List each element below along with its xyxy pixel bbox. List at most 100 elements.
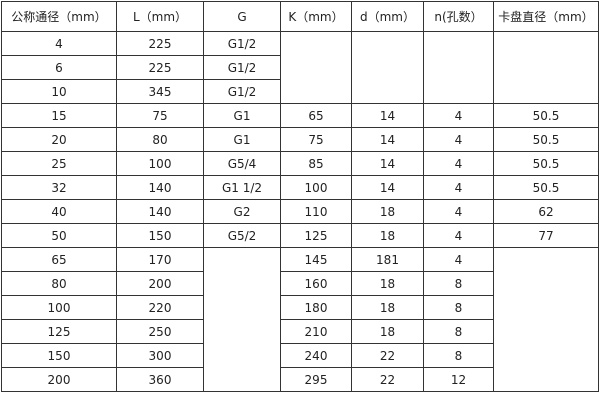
cell-d: 14 (351, 127, 424, 152)
cell-nominal-diameter: 200 (1, 367, 117, 392)
cell-hole-count: 4 (423, 175, 494, 200)
cell-k: 100 (280, 175, 352, 200)
table-row: 40 140 G2 110 18 4 62 (1, 199, 599, 224)
cell-thread-g: G5/2 (203, 223, 281, 248)
table-row: 6 225 G1/2 (1, 55, 599, 80)
cell-nominal-diameter: 100 (1, 295, 117, 320)
cell-hole-count: 8 (423, 271, 494, 296)
cell-k: 75 (280, 127, 352, 152)
cell-d: 18 (351, 271, 424, 296)
cell-hole-count: 4 (423, 151, 494, 176)
cell-hole-count: 4 (423, 199, 494, 224)
cell-length: 220 (116, 295, 204, 320)
cell-nominal-diameter: 125 (1, 319, 117, 344)
cell-d: 14 (351, 151, 424, 176)
cell-nominal-diameter: 25 (1, 151, 117, 176)
table-row: 50 150 G5/2 125 18 4 77 (1, 223, 599, 248)
cell-length: 225 (116, 31, 204, 56)
table-row: 32 140 G1 1/2 100 14 4 50.5 (1, 175, 599, 200)
cell-chuck-diameter: 77 (493, 223, 599, 248)
cell-k: 240 (280, 343, 352, 368)
cell-k: 110 (280, 199, 352, 224)
table-row: 150 300 240 22 8 (1, 343, 599, 368)
cell-nominal-diameter: 20 (1, 127, 117, 152)
cell-chuck-diameter: 50.5 (493, 151, 599, 176)
cell-thread-g: G1/2 (203, 55, 281, 80)
cell-d: 14 (351, 103, 424, 128)
header-chuck-diameter: 卡盘直径（mm） (493, 1, 599, 32)
table-row: 25 100 G5/4 85 14 4 50.5 (1, 151, 599, 176)
header-hole-count: n(孔数） (423, 1, 494, 32)
cell-thread-g: G5/4 (203, 151, 281, 176)
cell-nominal-diameter: 150 (1, 343, 117, 368)
table-row: 20 80 G1 75 14 4 50.5 (1, 127, 599, 152)
cell-length: 200 (116, 271, 204, 296)
cell-length: 140 (116, 199, 204, 224)
cell-thread-g: G1 1/2 (203, 175, 281, 200)
cell-hole-count: 4 (423, 103, 494, 128)
cell-d: 22 (351, 343, 424, 368)
cell-d: 18 (351, 319, 424, 344)
cell-hole-count: 4 (423, 223, 494, 248)
cell-nominal-diameter: 10 (1, 79, 117, 104)
cell-nominal-diameter: 15 (1, 103, 117, 128)
cell-hole-count: 8 (423, 343, 494, 368)
cell-length: 300 (116, 343, 204, 368)
cell-length: 225 (116, 55, 204, 80)
cell-k: 160 (280, 271, 352, 296)
cell-chuck-diameter (493, 247, 599, 392)
header-nominal-diameter: 公称通径（mm） (1, 1, 117, 32)
cell-hole-count: 8 (423, 295, 494, 320)
cell-d: 18 (351, 223, 424, 248)
header-d: d（mm） (351, 1, 424, 32)
cell-hole-count: 8 (423, 319, 494, 344)
specification-table: 公称通径（mm） L（mm） G K（mm） d（mm） n(孔数） 卡盘直径（mm） 4 22… (1, 1, 599, 392)
cell-k: 65 (280, 103, 352, 128)
cell-length: 345 (116, 79, 204, 104)
cell-k: 210 (280, 319, 352, 344)
cell-length: 170 (116, 247, 204, 272)
cell-k (280, 31, 352, 104)
cell-hole-count: 12 (423, 367, 494, 392)
table-row: 125 250 210 18 8 (1, 319, 599, 344)
cell-thread-g: G1/2 (203, 31, 281, 56)
cell-d: 181 (351, 247, 424, 272)
cell-thread-g: G1 (203, 127, 281, 152)
header-length: L（mm） (116, 1, 204, 32)
cell-thread-g: G2 (203, 199, 281, 224)
header-row: 公称通径（mm） L（mm） G K（mm） d（mm） n(孔数） 卡盘直径（mm） (1, 1, 599, 32)
header-k: K（mm） (280, 1, 352, 32)
cell-length: 75 (116, 103, 204, 128)
cell-hole-count (423, 31, 494, 104)
cell-hole-count: 4 (423, 247, 494, 272)
cell-nominal-diameter: 40 (1, 199, 117, 224)
header-thread-g: G (203, 1, 281, 32)
table-row: 4 225 G1/2 (1, 31, 599, 104)
table-row: 80 200 160 18 8 (1, 271, 599, 296)
table-row: 15 75 G1 65 14 4 50.5 (1, 103, 599, 128)
cell-k: 295 (280, 367, 352, 392)
table-row: 200 360 295 22 12 (1, 367, 599, 392)
cell-d (351, 31, 424, 104)
cell-length: 150 (116, 223, 204, 248)
cell-thread-g (203, 247, 281, 392)
cell-d: 14 (351, 175, 424, 200)
cell-thread-g: G1/2 (203, 79, 281, 104)
table-row: 65 170 145 181 4 (1, 247, 599, 392)
cell-d: 22 (351, 367, 424, 392)
cell-nominal-diameter: 32 (1, 175, 117, 200)
cell-nominal-diameter: 50 (1, 223, 117, 248)
cell-length: 100 (116, 151, 204, 176)
cell-chuck-diameter: 50.5 (493, 127, 599, 152)
cell-length: 250 (116, 319, 204, 344)
cell-d: 18 (351, 295, 424, 320)
cell-nominal-diameter: 4 (1, 31, 117, 56)
cell-length: 360 (116, 367, 204, 392)
cell-chuck-diameter (493, 31, 599, 104)
cell-d: 18 (351, 199, 424, 224)
cell-chuck-diameter: 50.5 (493, 175, 599, 200)
cell-k: 125 (280, 223, 352, 248)
cell-nominal-diameter: 80 (1, 271, 117, 296)
cell-length: 80 (116, 127, 204, 152)
cell-k: 180 (280, 295, 352, 320)
